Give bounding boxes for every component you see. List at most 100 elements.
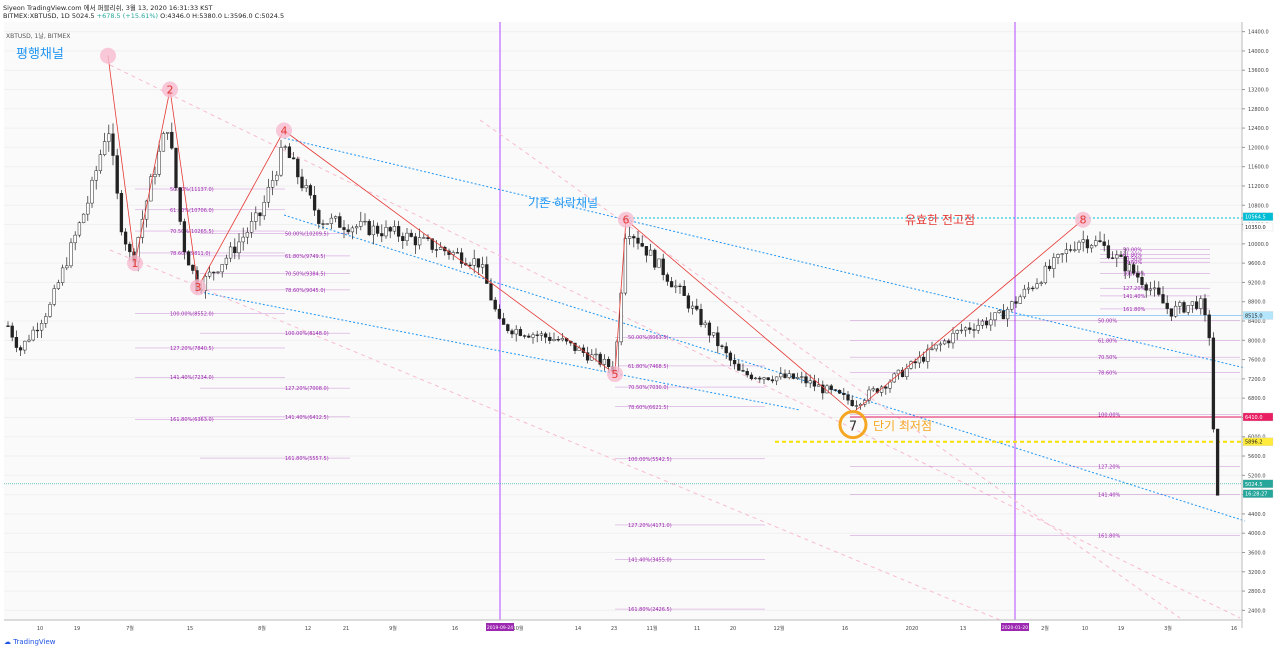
candle-body [438,246,443,250]
candle-body [1169,308,1174,317]
logo-icon: ☁ [4,638,11,646]
fib-level-label: 70.50%(7030.0) [628,385,669,391]
candle-body [472,258,476,266]
candle-body [317,209,321,224]
candle-body [485,264,489,284]
candle-body [363,220,367,223]
candle-body [56,282,61,289]
candle-body [119,193,124,233]
candle-body [657,258,661,268]
fib-level-label: 127.20%(7008.0) [285,386,329,392]
price-tick-label: 11200.0 [1248,184,1269,190]
fib-level-label: 100.00%(8552.0) [170,312,214,318]
candle-body [506,324,510,331]
candle-body [161,133,166,152]
candle-body [686,295,691,309]
candle-body [749,374,754,379]
candle-body [837,389,842,394]
time-tick-label: 16 [452,626,458,632]
time-tick-label: 16 [1231,626,1237,632]
fib-level-label: 141.40%(3455.0) [628,557,672,563]
candle-body [871,388,875,391]
date-badge [1001,623,1029,631]
candle-body [980,320,985,326]
price-label-text: 5024.5 [1245,482,1263,488]
time-tick-label: 21 [343,626,349,632]
time-tick-label: 11월 [647,625,658,632]
price-tick-label: 11600.0 [1248,165,1269,171]
price-tick-label: 4000.0 [1248,531,1266,537]
fib-level-label: 141.40%(7234.0) [170,375,214,381]
time-tick-label: 2020 [906,626,919,632]
candle-body [758,377,762,380]
fib-level-label: 100.00% [1098,413,1120,419]
candle-body [279,147,283,176]
price-tick-label: 7200.0 [1248,377,1266,383]
candle-body [333,216,338,219]
candle-body [997,310,1001,313]
candle-body [741,370,745,372]
wave-marker-7 [838,410,868,440]
candle-body [1194,301,1199,309]
candle-body [921,356,926,362]
wave-marker [1075,211,1091,228]
candle-body [426,237,430,239]
candlesticks [6,122,1220,496]
price-tick-label: 2800.0 [1248,589,1266,595]
candle-body [501,318,506,325]
candle-body [94,170,98,181]
chart-grid [4,22,1242,620]
candle-body [27,339,31,342]
candle-body [653,249,657,268]
candle-body [90,179,94,204]
candle-body [989,319,993,326]
annotation-text: 유효한 전고점 [905,213,975,227]
candle-body [1178,302,1182,307]
time-tick-label: 12 [305,626,311,632]
candle-body [955,330,959,334]
candle-body [787,373,791,378]
horizontal-levels [4,315,1242,485]
candle-body [10,325,14,338]
candle-body [413,236,418,246]
candle-body [153,174,157,177]
tradingview-logo[interactable]: ☁ TradingView [4,638,56,646]
candle-body [266,187,271,203]
candle-body [913,361,917,364]
candle-body [766,377,770,380]
candle-body [325,223,329,225]
candle-body [1165,302,1169,309]
candle-body [1110,257,1115,259]
price-tick-label: 2400.0 [1248,608,1266,614]
wave-label: 7 [849,420,857,435]
candle-body [165,131,170,134]
time-tick-label: 3월 [1164,625,1172,632]
time-tick-label: 23 [611,626,617,632]
time-tick-label: 2월 [1041,625,1049,632]
wave-marker [607,366,623,383]
candle-body [65,265,69,269]
candle-body [720,345,724,347]
candle-body [233,246,237,254]
price-label-box [1242,412,1274,422]
candle-body [476,258,481,268]
candle-body [1211,337,1216,430]
candle-body [543,333,548,338]
price-label-text: 5896.2 [1245,440,1263,446]
candle-body [23,340,27,351]
wave-marker [162,81,178,98]
fib-level-label: 70.50% [1123,256,1142,262]
candle-body [1014,301,1018,304]
candle-body [283,146,287,148]
candle-body [262,201,266,217]
price-tick-label: 5200.0 [1248,473,1266,479]
candle-body [1056,254,1060,258]
fib-level-label: 70.50%(9384.5) [285,272,326,278]
fib-level-label: 78.60%(9045.0) [285,288,326,294]
candle-body [846,394,850,401]
candle-body [1052,257,1056,269]
fib-level-label: 78.60%(9811.0) [170,251,211,257]
wave-label: 4 [281,125,288,138]
candle-body [1039,282,1043,284]
